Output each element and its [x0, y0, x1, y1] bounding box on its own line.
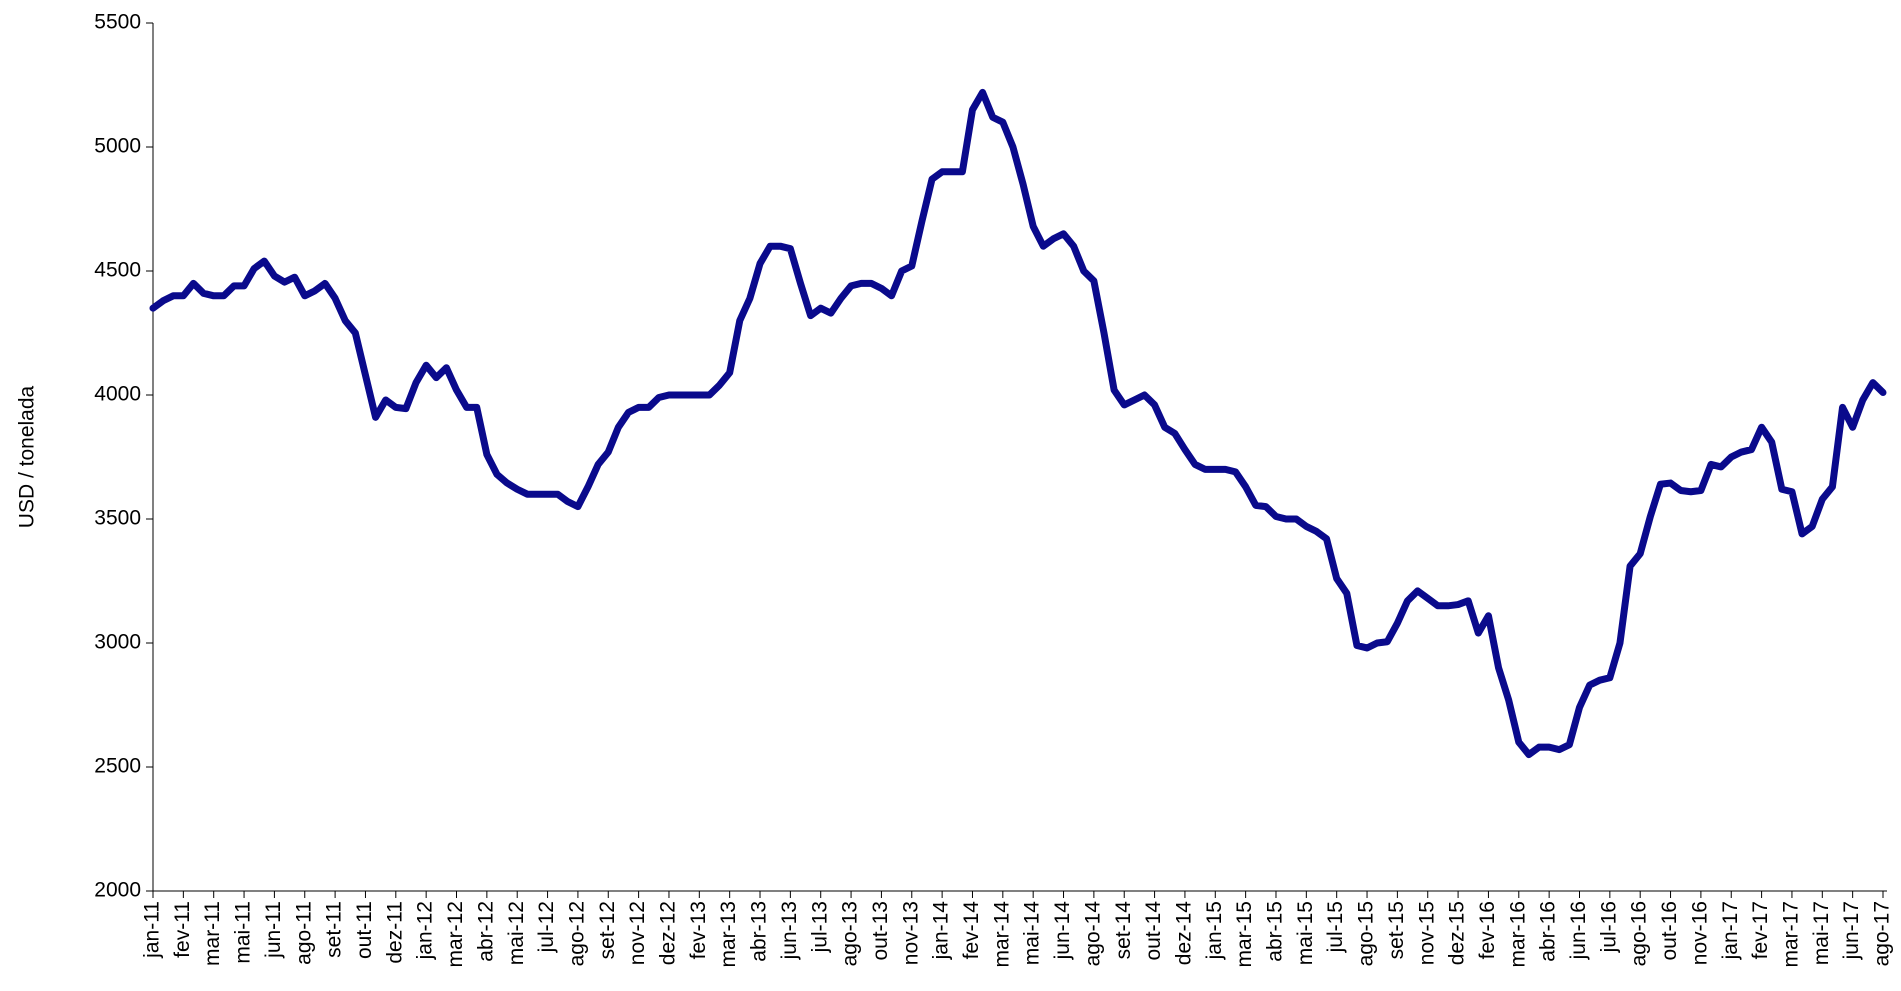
x-tick-label: mai-12: [505, 901, 528, 965]
x-tick-label: mar-13: [717, 901, 740, 968]
x-tick-label: mai-14: [1021, 901, 1044, 966]
x-tick-label: abr-16: [1537, 901, 1560, 962]
x-tick-label: mar-11: [201, 901, 224, 966]
data-line: [149, 88, 1887, 759]
x-tick-label: set-15: [1385, 901, 1408, 959]
x-tick-label: nov-12: [626, 901, 649, 965]
x-tick-label: dez-12: [657, 901, 680, 965]
x-tick-label: mar-15: [1233, 901, 1256, 968]
x-tick-label: set-12: [596, 901, 619, 959]
x-tick-label: ago-11: [292, 901, 315, 965]
x-tick-label: jun-14: [1051, 901, 1074, 961]
x-tick-label: abr-12: [474, 901, 497, 962]
y-axis-title: USD / tonelada: [16, 385, 39, 528]
x-tick-label: fev-11: [171, 901, 194, 958]
x-tick-label: ago-15: [1355, 901, 1378, 966]
y-tick-label: 4000: [94, 383, 141, 406]
x-tick-label: jan-15: [1203, 901, 1226, 960]
x-tick-label: ago-14: [1081, 901, 1104, 967]
x-tick-label: mar-14: [990, 901, 1013, 968]
x-tick-label: dez-11: [383, 901, 406, 964]
x-tick-label: mar-17: [1779, 901, 1802, 968]
x-tick-label: dez-14: [1172, 901, 1195, 966]
x-tick-label: ago-12: [565, 901, 588, 966]
x-tick-label: dez-15: [1446, 901, 1469, 965]
y-tick-label: 3500: [94, 507, 141, 530]
y-tick-label: 5000: [94, 135, 141, 158]
x-tick-label: set-11: [323, 901, 346, 958]
x-tick-label: fev-17: [1749, 901, 1772, 959]
y-tick-label: 2500: [94, 755, 141, 778]
x-tick-label: jun-11: [262, 901, 285, 959]
x-tick-label: mar-12: [444, 901, 467, 968]
x-tick-label: jun-13: [778, 901, 801, 960]
x-tick-label: ago-16: [1628, 901, 1651, 966]
x-tick-label: jun-17: [1840, 901, 1863, 960]
x-tick-label: fev-14: [960, 901, 983, 960]
x-tick-label: abr-15: [1264, 901, 1287, 962]
x-tick-label: jul-15: [1324, 901, 1347, 953]
x-tick-label: jul-12: [535, 901, 558, 953]
x-tick-label: nov-16: [1688, 901, 1711, 965]
x-tick-label: out-11: [353, 901, 376, 959]
x-tick-label: jan-17: [1719, 901, 1742, 960]
x-tick-label: out-14: [1142, 901, 1165, 961]
x-tick-label: out-16: [1658, 901, 1681, 961]
x-tick-label: jan-14: [930, 901, 953, 961]
x-tick-label: ago-13: [839, 901, 862, 966]
x-tick-label: set-14: [1112, 901, 1135, 960]
x-tick-label: mar-16: [1506, 901, 1529, 968]
x-tick-label: jul-13: [808, 901, 831, 953]
x-tick-label: out-13: [869, 901, 892, 961]
x-tick-label: jan-12: [414, 901, 437, 960]
x-tick-label: jul-16: [1597, 901, 1620, 953]
x-tick-label: nov-15: [1415, 901, 1438, 965]
x-tick-label: jun-16: [1567, 901, 1590, 960]
x-tick-label: mai-11: [232, 901, 255, 964]
x-tick-label: ago-17: [1871, 901, 1894, 966]
y-tick-label: 3000: [94, 631, 141, 654]
y-tick-label: 5500: [94, 11, 141, 34]
x-tick-label: jan-11: [141, 901, 164, 959]
x-tick-label: mai-15: [1294, 901, 1317, 965]
x-tick-label: fev-16: [1476, 901, 1499, 959]
x-tick-label: nov-13: [899, 901, 922, 965]
y-tick-label: 4500: [94, 259, 141, 282]
x-tick-label: mai-17: [1810, 901, 1833, 965]
x-tick-label: abr-13: [748, 901, 771, 962]
x-tick-label: fev-13: [687, 901, 710, 959]
y-tick-label: 2000: [94, 879, 141, 902]
